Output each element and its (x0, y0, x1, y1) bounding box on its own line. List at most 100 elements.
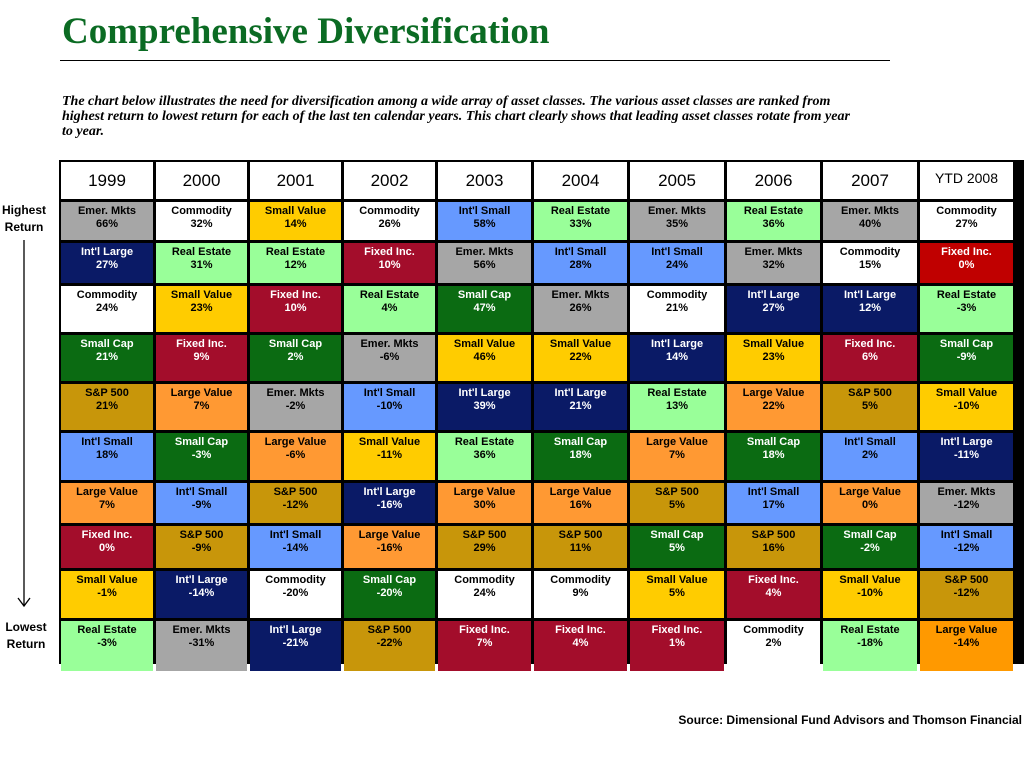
asset-cell-small-cap: Small Cap -2% (823, 526, 917, 568)
asset-return: -12% (953, 587, 980, 599)
asset-cell-commodity: Commodity -20% (250, 571, 341, 618)
asset-cell-small-cap: Small Cap 18% (727, 433, 820, 480)
asset-name: S&P 500 (751, 529, 796, 541)
asset-cell-small-cap: Small Cap -9% (920, 335, 1013, 381)
asset-return: 7% (193, 400, 210, 412)
asset-name: Small Cap (746, 436, 801, 448)
asset-cell-fixed-inc: Fixed Inc. 1% (630, 621, 724, 671)
returns-table: 1999 2000 2001 2002 2003 2004 2005 2006 2007 YTD … (59, 160, 1024, 671)
asset-name: Commodity (171, 205, 232, 217)
asset-cell-real-estate: Real Estate 12% (250, 243, 341, 283)
asset-return: -22% (376, 637, 403, 649)
asset-cell-emer-mkts: Emer. Mkts 32% (727, 243, 820, 283)
asset-return: 12% (858, 302, 882, 314)
asset-cell-large-value: Large Value -14% (920, 621, 1013, 671)
asset-return: 24% (95, 302, 119, 314)
asset-cell-small-value: Small Value 5% (630, 571, 724, 618)
asset-name: Emer. Mkts (647, 205, 707, 217)
asset-cell-small-value: Small Value -11% (344, 433, 435, 480)
asset-cell-small-value: Small Value 23% (156, 286, 247, 332)
asset-name: Small Cap (80, 338, 134, 350)
asset-name: Commodity (359, 205, 420, 217)
asset-cell-int-l-large: Int'l Large -11% (920, 433, 1013, 480)
asset-return: -12% (953, 499, 980, 511)
asset-cell-s-p-500: S&P 500 29% (438, 526, 531, 568)
asset-name: Int'l Large (458, 387, 511, 399)
asset-cell-real-estate: Real Estate -3% (920, 286, 1013, 332)
asset-name: S&P 500 (558, 529, 603, 541)
asset-name: Emer. Mkts (840, 205, 900, 217)
highest-return-label: Highest Return (0, 202, 52, 236)
asset-cell-int-l-small: Int'l Small -10% (344, 384, 435, 430)
asset-return: 66% (95, 218, 119, 230)
asset-cell-int-l-small: Int'l Small -9% (156, 483, 247, 523)
asset-cell-int-l-small: Int'l Small 58% (438, 202, 531, 240)
asset-return: 17% (762, 499, 785, 511)
asset-name: Int'l Large (554, 387, 607, 399)
asset-cell-int-l-small: Int'l Small 24% (630, 243, 724, 283)
asset-name: Large Value (453, 486, 516, 498)
asset-cell-commodity: Commodity 32% (156, 202, 247, 240)
asset-cell-real-estate: Real Estate 33% (534, 202, 627, 240)
asset-cell-fixed-inc: Fixed Inc. 10% (344, 243, 435, 283)
asset-cell-real-estate: Real Estate 4% (344, 286, 435, 332)
asset-return: 40% (858, 218, 882, 230)
asset-return: -6% (379, 351, 400, 363)
asset-return: 13% (665, 400, 689, 412)
asset-cell-commodity: Commodity 2% (727, 621, 820, 671)
asset-cell-emer-mkts: Emer. Mkts -2% (250, 384, 341, 430)
asset-return: 7% (99, 499, 115, 511)
asset-cell-int-l-large: Int'l Large 21% (534, 384, 627, 430)
asset-return: -16% (376, 542, 403, 554)
asset-name: Int'l Small (844, 436, 896, 448)
asset-return: 1% (669, 637, 685, 649)
asset-return: 16% (569, 499, 592, 511)
asset-return: 12% (284, 259, 307, 271)
asset-name: Commodity (454, 574, 515, 586)
asset-cell-large-value: Large Value 30% (438, 483, 531, 523)
asset-return: 9% (572, 587, 589, 599)
asset-name: Small Value (839, 574, 901, 586)
asset-return: 23% (190, 302, 213, 314)
asset-return: 24% (473, 587, 496, 599)
asset-cell-int-l-large: Int'l Large 27% (61, 243, 153, 283)
asset-name: Real Estate (454, 436, 515, 448)
asset-name: S&P 500 (848, 387, 892, 399)
asset-return: 35% (665, 218, 689, 230)
asset-name: Int'l Small (940, 529, 993, 541)
asset-cell-emer-mkts: Emer. Mkts 40% (823, 202, 917, 240)
asset-cell-int-l-small: Int'l Small -14% (250, 526, 341, 568)
asset-return: 14% (284, 218, 307, 230)
asset-cell-small-value: Small Value 46% (438, 335, 531, 381)
asset-cell-fixed-inc: Fixed Inc. 6% (823, 335, 917, 381)
asset-cell-large-value: Large Value -6% (250, 433, 341, 480)
asset-name: Emer. Mkts (360, 338, 419, 350)
asset-return: -3% (191, 449, 212, 461)
asset-name: Fixed Inc. (81, 529, 133, 541)
asset-cell-small-cap: Small Cap 18% (534, 433, 627, 480)
asset-cell-commodity: Commodity 15% (823, 243, 917, 283)
asset-cell-real-estate: Real Estate -3% (61, 621, 153, 671)
asset-return: 47% (473, 302, 496, 314)
asset-return: 39% (473, 400, 496, 412)
asset-cell-int-l-large: Int'l Large 39% (438, 384, 531, 430)
asset-return: 22% (569, 351, 592, 363)
asset-return: -14% (282, 542, 309, 554)
asset-cell-s-p-500: S&P 500 5% (630, 483, 724, 523)
asset-name: Small Value (742, 338, 805, 350)
asset-name: Commodity (743, 624, 804, 636)
asset-cell-emer-mkts: Emer. Mkts 35% (630, 202, 724, 240)
asset-name: Small Cap (174, 436, 229, 448)
asset-name: Commodity (936, 205, 997, 217)
asset-cell-large-value: Large Value 0% (823, 483, 917, 523)
asset-name: Real Estate (743, 205, 804, 217)
asset-name: Small Cap (457, 289, 512, 301)
asset-name: Commodity (550, 574, 611, 586)
asset-cell-small-value: Small Value 23% (727, 335, 820, 381)
asset-cell-commodity: Commodity 24% (61, 286, 153, 332)
asset-name: Large Value (742, 387, 805, 399)
asset-name: S&P 500 (179, 529, 224, 541)
asset-cell-int-l-small: Int'l Small 2% (823, 433, 917, 480)
asset-name: Int'l Large (363, 486, 416, 498)
asset-return: 26% (378, 218, 401, 230)
